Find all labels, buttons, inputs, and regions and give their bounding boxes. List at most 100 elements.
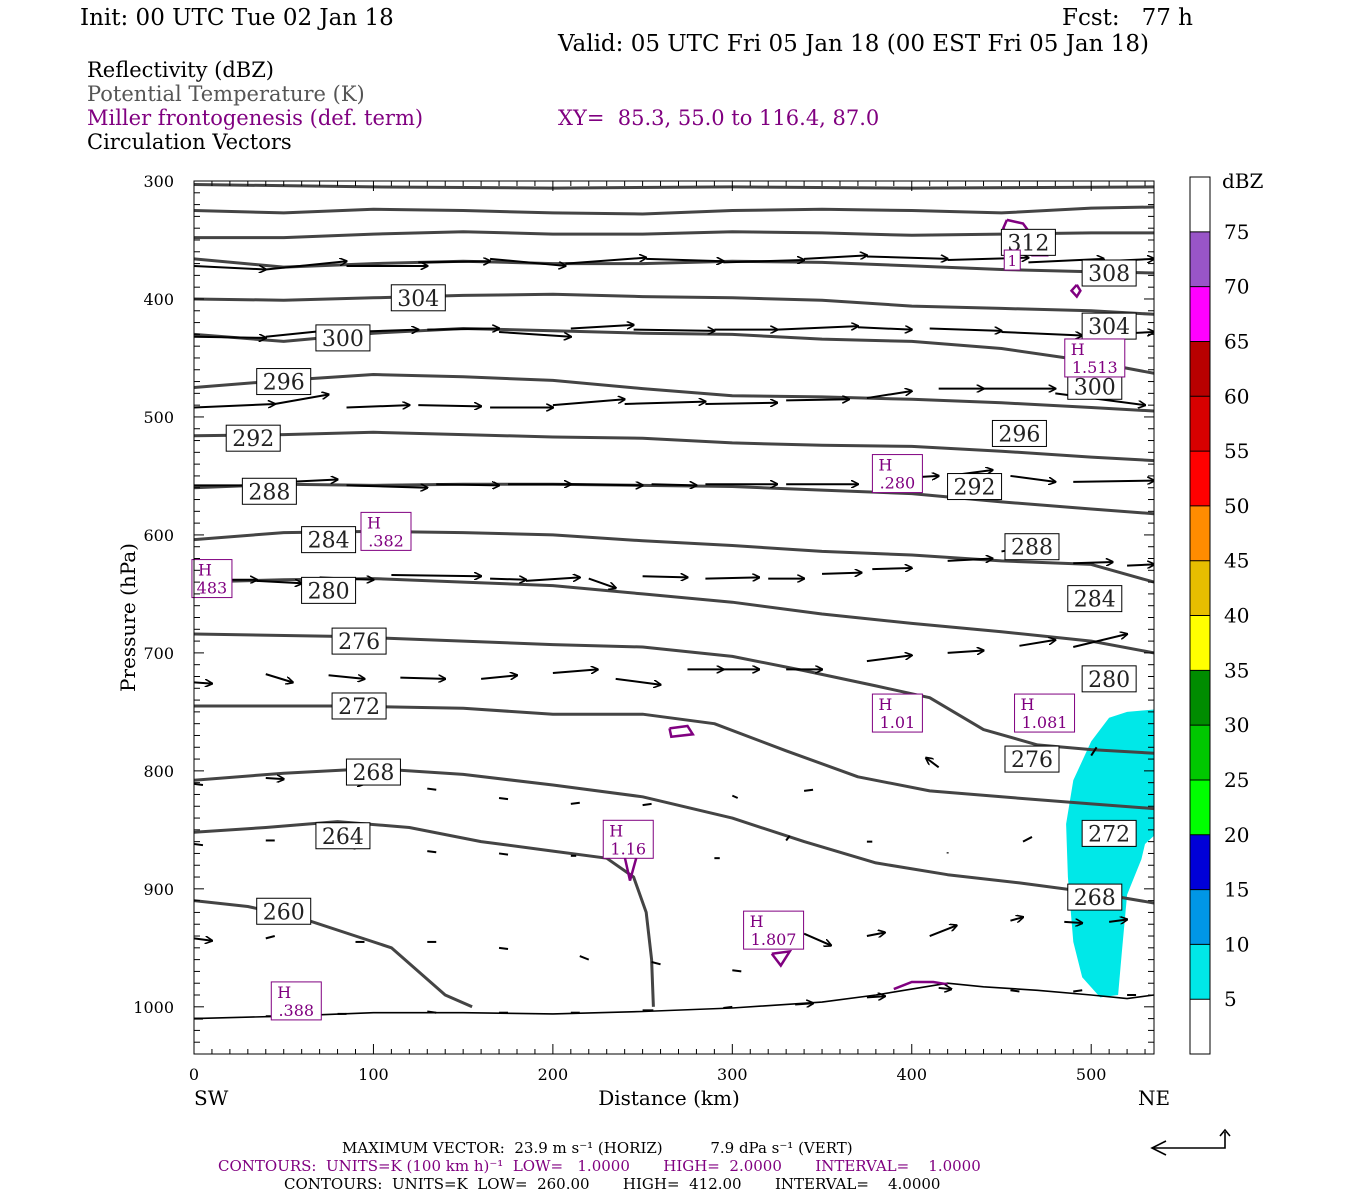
circulation-vector: [804, 255, 867, 260]
theta-label: 264: [315, 822, 371, 850]
circulation-vector: [642, 576, 688, 577]
circulation-vector: [570, 484, 643, 485]
theta-label: 280: [1081, 665, 1137, 693]
circulation-vector: [938, 988, 952, 989]
frontogenesis-high-label: H: [609, 821, 623, 840]
x-tick-label: 0: [189, 1065, 199, 1084]
circulation-vector: [1073, 634, 1127, 648]
colorbar-segment: [1190, 944, 1210, 1000]
ne-label: NE: [1138, 1086, 1170, 1110]
theta-label-box: [1067, 883, 1123, 911]
circulation-vector: [481, 675, 517, 679]
circulation-vector: [265, 778, 284, 779]
theta-label-text: 300: [1074, 375, 1116, 400]
circulation-vector: [265, 261, 347, 271]
colorbar-segment: [1190, 889, 1210, 945]
circulation-vector: [489, 257, 565, 266]
y-tick-label: 500: [143, 408, 174, 427]
frontogenesis-high-label: H: [198, 561, 212, 580]
circulation-vector: [1010, 474, 1055, 482]
theta-label-box: [256, 368, 312, 396]
circulation-vector: [866, 932, 885, 936]
theta-line-296: [194, 373, 1154, 413]
frontogenesis-high-value: 1.513: [1072, 358, 1118, 377]
theta-label: 284: [1067, 585, 1123, 613]
frontogenesis-high-box: [1014, 693, 1076, 733]
theta-label-box: [1067, 585, 1123, 613]
circulation-vector: [525, 577, 580, 582]
frontogenesis-high-value: 1.807: [751, 930, 797, 949]
theta-label: 300: [1067, 372, 1123, 400]
theta-line-320: [194, 183, 1154, 190]
circulation-vector: [1028, 259, 1103, 264]
circulation-vector: [1010, 989, 1020, 993]
frontogenesis-high: H.280: [871, 454, 923, 494]
circulation-vector: [857, 327, 912, 329]
theta-label: 304: [1081, 312, 1137, 340]
theta-label-text: 280: [1088, 668, 1130, 693]
colorbar-segment: [1190, 341, 1210, 397]
colorbar-label: 35: [1224, 658, 1249, 682]
x-tick-label: 300: [717, 1065, 748, 1084]
y-tick-label: 400: [143, 290, 174, 309]
circulation-vector: [570, 325, 634, 330]
circulation-vector: [274, 395, 329, 405]
circulation-vector: [633, 330, 715, 331]
colorbar-label: 60: [1224, 384, 1249, 408]
theta-label: 268: [1067, 883, 1123, 911]
colorbar-segment: [1190, 834, 1210, 890]
circulation-vector: [498, 852, 509, 856]
theta-label-text: 300: [322, 327, 364, 352]
theta-label-box: [1004, 533, 1060, 561]
circulation-vector: [427, 1010, 437, 1014]
circulation-vector: [1064, 922, 1082, 923]
circulation-vector: [498, 331, 571, 337]
circulation-vector: [803, 932, 831, 946]
theta-label: 276: [1004, 745, 1060, 773]
circulation-vector: [786, 399, 849, 400]
circulation-vector: [427, 850, 437, 854]
theta-label: 296: [991, 419, 1047, 447]
valid-time: Valid: 05 UTC Fri 05 Jan 18 (00 EST Fri …: [558, 31, 1149, 57]
circulation-vector: [926, 758, 940, 769]
frontogenesis-high-value: .280: [880, 474, 916, 493]
circulation-vector: [570, 801, 580, 805]
theta-label-text: 288: [1011, 536, 1053, 561]
theta-label-box: [991, 419, 1047, 447]
frontogenesis-high-box: [1064, 338, 1126, 378]
colorbar-label: 70: [1224, 275, 1249, 299]
circulation-vector: [624, 402, 706, 404]
colorbar-segment: [1190, 231, 1210, 287]
frontogenesis-high-value: 1.081: [1022, 713, 1068, 732]
theta-label-box: [315, 324, 371, 352]
circulation-vector: [427, 328, 499, 329]
colorbar-label: 55: [1224, 439, 1249, 463]
theta-label-text: 296: [998, 422, 1040, 447]
theta-line-284: [194, 529, 1154, 584]
reflectivity-area: [1066, 709, 1154, 998]
circulation-vector: [588, 577, 616, 588]
theta-label: 284: [301, 526, 357, 554]
frontogenesis-high-box: [191, 559, 233, 599]
circulation-vector: [265, 673, 293, 682]
circulation-vector: [1090, 746, 1098, 757]
theta-label-box: [1081, 819, 1137, 847]
frontogenesis-contour: [1069, 283, 1082, 299]
frontogenesis-high-box: [270, 981, 322, 1021]
frontogenesis-high: 1: [1003, 249, 1021, 271]
colorbar-label: 45: [1224, 549, 1249, 573]
theta-line-304: [194, 292, 1154, 316]
colorbar-label: 25: [1224, 768, 1249, 792]
circulation-vector: [490, 579, 526, 580]
circulation-vector: [1073, 562, 1112, 563]
theta-line-292: [194, 430, 1154, 463]
frontogenesis-high-label: H: [277, 983, 291, 1002]
circulation-vector: [777, 326, 858, 331]
circulation-vector: [579, 955, 590, 961]
circulation-vector: [194, 264, 266, 270]
theta-label-text: 272: [1088, 822, 1130, 847]
theta-label-text: 268: [1074, 886, 1116, 911]
circulation-vector: [391, 575, 481, 576]
theta-label: 272: [1081, 819, 1137, 847]
